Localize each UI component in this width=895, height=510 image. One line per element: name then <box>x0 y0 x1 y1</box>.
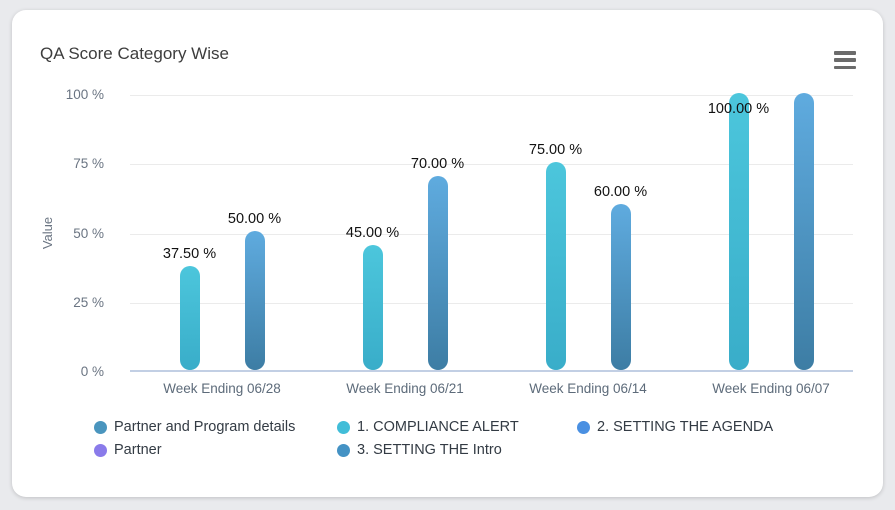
chart-title: QA Score Category Wise <box>40 44 229 63</box>
bar[interactable] <box>793 93 814 370</box>
bar[interactable] <box>545 162 566 370</box>
bar-value-label: 75.00 % <box>528 142 583 158</box>
bar-value-label: 70.00 % <box>410 156 465 172</box>
legend-swatch-icon <box>337 420 350 434</box>
legend-label: Partner <box>114 442 162 458</box>
bar[interactable] <box>362 245 383 370</box>
legend-item[interactable]: 1. COMPLIANCE ALERT <box>337 417 577 437</box>
menu-bar <box>834 51 856 55</box>
legend-item[interactable]: Partner <box>94 440 337 460</box>
legend-label: 3. SETTING THE Intro <box>357 442 502 458</box>
gridline <box>130 233 853 235</box>
bar[interactable] <box>427 176 448 370</box>
plot-area: 37.50 % 50.00 % 45.00 % 70.00 % 75.00 % 60.00… <box>130 93 853 372</box>
bar[interactable] <box>244 231 265 370</box>
legend-item[interactable]: 3. SETTING THE Intro <box>337 440 577 460</box>
bar-value-label: 37.50 % <box>162 246 217 262</box>
bar[interactable] <box>610 204 631 370</box>
y-axis-tick-label: 0 % <box>80 364 104 379</box>
bar[interactable] <box>179 266 200 370</box>
legend-label: Partner and Program details <box>114 419 296 435</box>
bar-value-label: 60.00 % <box>593 184 648 200</box>
x-axis-tick-label: Week Ending 06/21 <box>346 381 464 396</box>
gridline <box>130 302 853 304</box>
bar-value-label: 50.00 % <box>227 211 282 227</box>
x-axis-tick-label: Week Ending 06/14 <box>529 381 647 396</box>
bar[interactable] <box>728 93 749 370</box>
x-axis-tick-label: Week Ending 06/07 <box>712 381 830 396</box>
bar-value-label: 100.00 % <box>707 101 770 117</box>
menu-bar <box>834 58 856 62</box>
gridline <box>130 95 853 96</box>
y-axis-tick-label: 25 % <box>73 294 104 310</box>
y-axis-tick-label: 50 % <box>73 225 104 241</box>
y-axis-tick-label: 75 % <box>73 156 104 172</box>
y-axis-tick-label: 100 % <box>65 87 104 102</box>
gridline <box>130 164 853 166</box>
legend-swatch-icon <box>577 420 590 434</box>
menu-bar <box>834 65 856 69</box>
legend-label: 2. SETTING THE AGENDA <box>597 419 774 435</box>
hamburger-menu-icon[interactable] <box>833 50 857 70</box>
legend-swatch-icon <box>94 443 107 457</box>
bar-value-label: 45.00 % <box>345 225 400 241</box>
legend-item[interactable]: Partner and Program details <box>94 417 337 437</box>
chart-card: QA Score Category Wise Value 37.50 % 50.0… <box>12 10 883 497</box>
chart-legend: Partner and Program details 1. COMPLIANCE… <box>94 417 773 460</box>
legend-swatch-icon <box>337 443 350 457</box>
x-axis-tick-label: Week Ending 06/28 <box>163 381 281 396</box>
legend-label: 1. COMPLIANCE ALERT <box>357 419 519 435</box>
legend-item[interactable]: 2. SETTING THE AGENDA <box>577 417 773 437</box>
legend-swatch-icon <box>94 420 107 434</box>
